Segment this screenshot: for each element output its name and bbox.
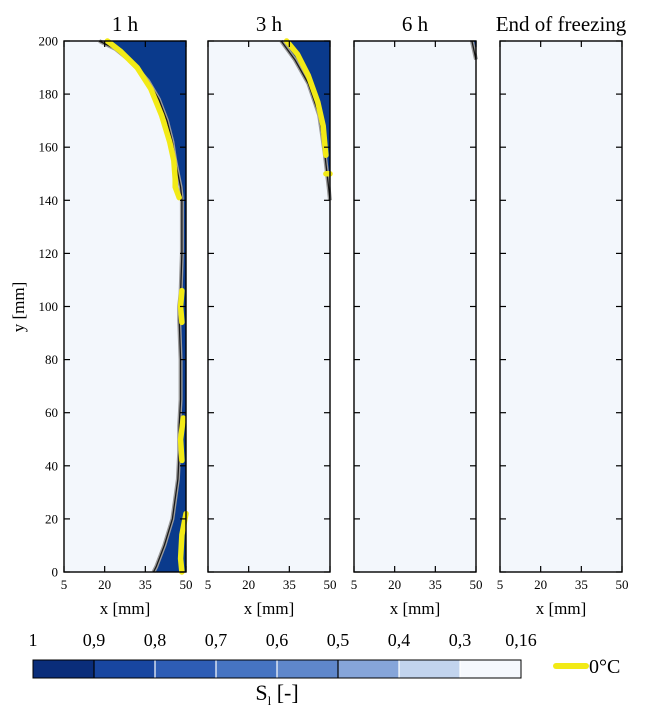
- x-tick-label: 20: [534, 577, 547, 592]
- frozen-region: [99, 41, 186, 572]
- y-tick-label: 200: [39, 34, 59, 49]
- colorbar-tick-label: 0,7: [205, 630, 228, 650]
- colorbar-tick-label: 0,6: [266, 630, 289, 650]
- colorbar-tick-label: 0,16: [505, 630, 537, 650]
- colorbar-segment: [399, 660, 461, 678]
- x-axis-label: x [mm]: [536, 599, 587, 618]
- isotherm-legend: 0°C: [553, 656, 620, 678]
- y-tick-label: 20: [45, 511, 58, 526]
- x-tick-label: 5: [351, 577, 358, 592]
- y-tick-label: 180: [39, 87, 59, 102]
- colorbar-segment: [33, 660, 95, 678]
- y-tick-label: 80: [45, 352, 58, 367]
- y-tick-label: 40: [45, 458, 58, 473]
- frozen-region: [281, 41, 330, 201]
- x-tick-label: 35: [429, 577, 442, 592]
- colorbar: 1 0,9 0,8 0,7 0,6 0,5 0,4 0,3 0,16 Sl [-]: [29, 630, 537, 708]
- x-tick-label: 50: [324, 577, 337, 592]
- colorbar-segment: [155, 660, 217, 678]
- panel-title: End of freezing: [496, 12, 627, 36]
- x-tick-label: 20: [98, 577, 111, 592]
- colorbar-tick-label: 0,9: [83, 630, 106, 650]
- colorbar-tick-label: 0,4: [388, 630, 411, 650]
- x-tick-label: 5: [205, 577, 212, 592]
- panel-title: 3 h: [256, 12, 283, 36]
- x-tick-label: 35: [283, 577, 296, 592]
- colorbar-tick-label: 1: [29, 630, 38, 650]
- panel-background: [208, 41, 330, 572]
- x-tick-label: 50: [616, 577, 629, 592]
- colorbar-label: Sl [-]: [255, 680, 298, 708]
- x-tick-label: 20: [388, 577, 401, 592]
- isotherm-line: [177, 510, 189, 575]
- panel-title: 6 h: [402, 12, 429, 36]
- isotherm-line: [104, 38, 182, 201]
- panel-background: [500, 41, 622, 572]
- colorbar-tick-label: 0,5: [327, 630, 350, 650]
- x-tick-label: 5: [61, 577, 68, 592]
- panels: 0 20 40 60 80 100 120 140 160 180 200 5 20 35 50 1 h x […: [39, 12, 629, 618]
- colorbar-segment: [277, 660, 339, 678]
- colorbar-frame: [32, 659, 522, 679]
- colorbar-tick-label: 0,8: [144, 630, 167, 650]
- x-axis-label: x [mm]: [100, 599, 151, 618]
- y-tick-label: 160: [39, 140, 59, 155]
- panel-3: 5 20 35 50 6 h x [mm]: [351, 12, 483, 618]
- isotherm-legend-label: 0°C: [589, 656, 620, 678]
- colorbar-tick-label: 0,3: [449, 630, 472, 650]
- colorbar-segment: [460, 660, 522, 678]
- y-tick-label: 120: [39, 246, 59, 261]
- isotherm-line: [177, 415, 187, 464]
- x-tick-label: 5: [497, 577, 504, 592]
- panel-4: 5 20 35 50 End of freezing x [mm]: [496, 12, 629, 618]
- colorbar-segment: [216, 660, 278, 678]
- x-tick-label: 20: [242, 577, 255, 592]
- x-tick-label: 35: [575, 577, 588, 592]
- colorbar-segment: [338, 660, 400, 678]
- panel-title: 1 h: [112, 12, 139, 36]
- x-tick-label: 50: [180, 577, 193, 592]
- y-tick-label: 100: [39, 299, 59, 314]
- panel-2: 5 20 35 50 3 h x [mm]: [205, 12, 337, 618]
- x-axis-label: x [mm]: [390, 599, 441, 618]
- colorbar-segment: [94, 660, 156, 678]
- x-tick-label: 50: [470, 577, 483, 592]
- panel-1: 0 20 40 60 80 100 120 140 160 180 200 5 20 35 50 1 h x […: [39, 12, 193, 618]
- y-axis-label: y [mm]: [9, 282, 28, 333]
- x-axis-label: x [mm]: [244, 599, 295, 618]
- x-tick-label: 35: [139, 577, 152, 592]
- y-tick-label: 60: [45, 405, 58, 420]
- isotherm-line: [283, 38, 329, 158]
- y-tick-label: 140: [39, 193, 59, 208]
- panel-background: [354, 41, 476, 572]
- y-tick-label: 0: [52, 565, 59, 580]
